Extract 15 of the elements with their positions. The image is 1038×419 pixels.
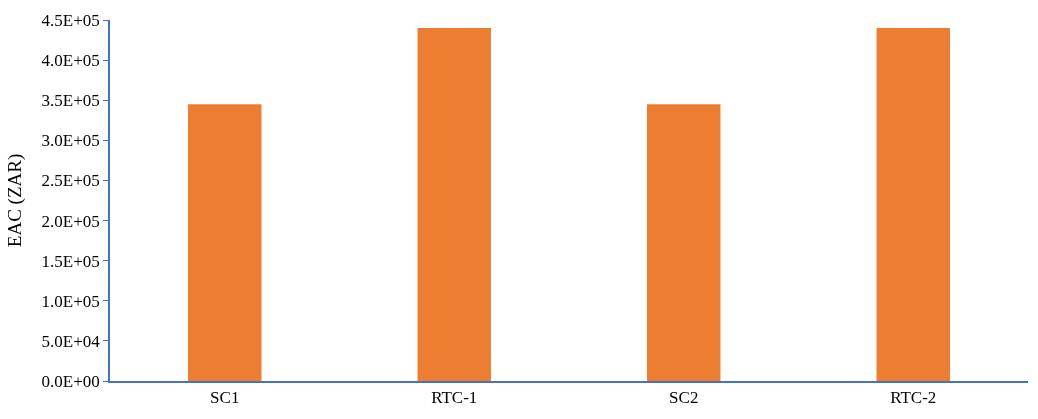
x-tick-label: RTC-2 bbox=[890, 388, 937, 408]
x-tick-label: RTC-1 bbox=[431, 388, 478, 408]
y-tick-label: 2.0E+05 bbox=[41, 211, 100, 231]
x-tick-label: SC2 bbox=[669, 388, 699, 408]
y-tick-label: 0.0E+00 bbox=[41, 371, 100, 391]
y-tick-label: 1.5E+05 bbox=[41, 251, 100, 271]
y-tick-label: 3.5E+05 bbox=[41, 91, 100, 111]
y-tick-label: 4.5E+05 bbox=[41, 10, 100, 30]
y-tick-label: 1.0E+05 bbox=[41, 291, 100, 311]
y-tick-label: 4.0E+05 bbox=[41, 51, 100, 71]
x-tick-label: SC1 bbox=[210, 388, 240, 408]
y-axis-title: EAC (ZAR) bbox=[3, 153, 26, 248]
y-tick-label: 3.0E+05 bbox=[41, 131, 100, 151]
y-tick-label: 2.5E+05 bbox=[41, 171, 100, 191]
y-tick-label: 5.0E+04 bbox=[41, 331, 101, 351]
